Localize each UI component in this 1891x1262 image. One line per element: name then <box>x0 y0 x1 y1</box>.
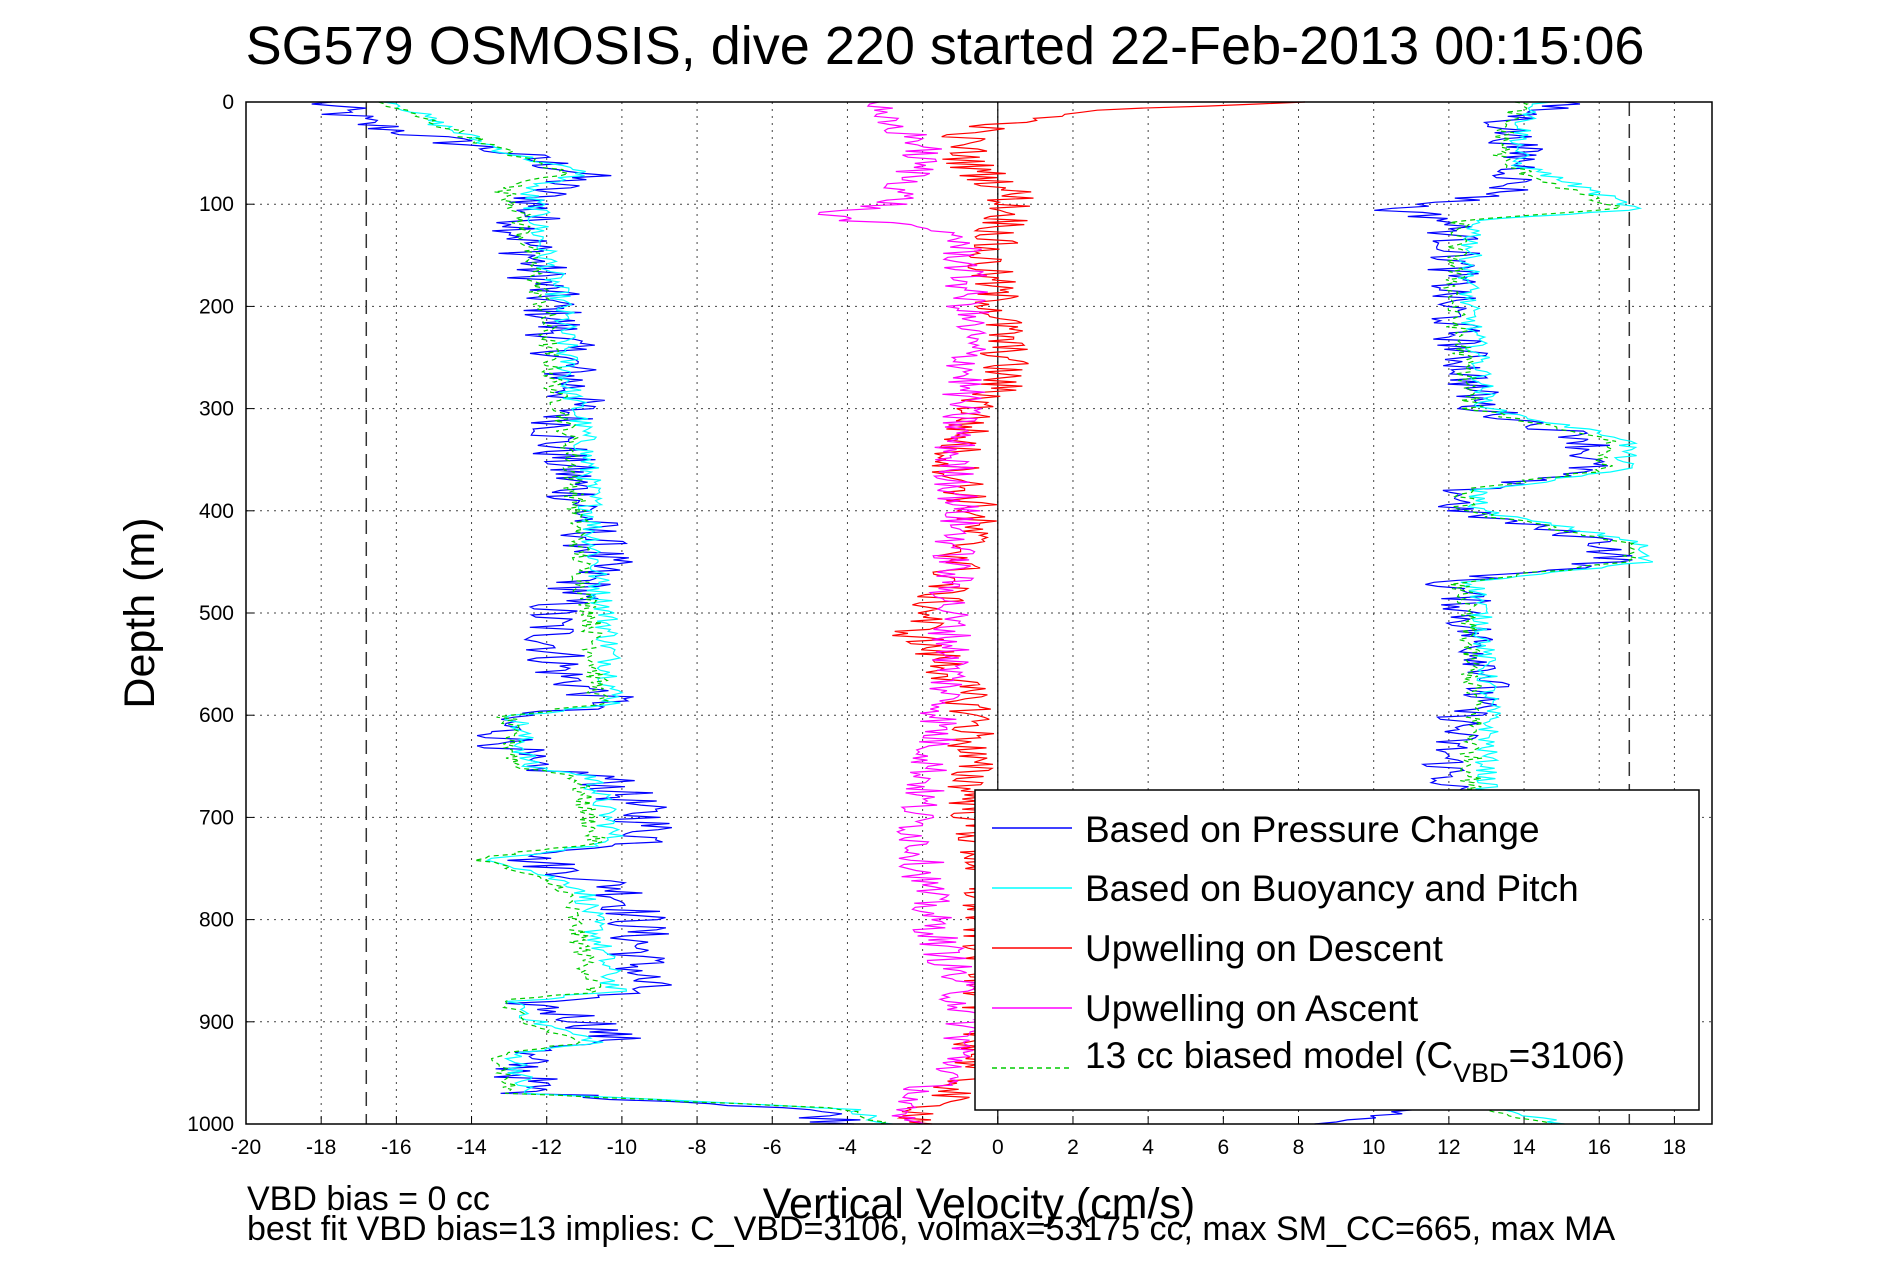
y-tick-label: 700 <box>199 806 234 829</box>
series-line <box>311 101 861 1125</box>
x-tick-label: -16 <box>381 1136 411 1159</box>
legend-label-biased-model-tail: =3106) <box>1509 1035 1625 1076</box>
legend-label-pressure: Based on Pressure Change <box>1085 809 1540 850</box>
y-tick-label: 100 <box>199 193 234 216</box>
legend-box <box>974 789 1700 1111</box>
y-tick-label: 600 <box>199 704 234 727</box>
x-tick-label: 10 <box>1362 1136 1385 1159</box>
y-tick-label: 800 <box>199 909 234 932</box>
legend-label-biased-model-sub: VBD <box>1453 1058 1509 1088</box>
x-tick-label: -6 <box>763 1136 782 1159</box>
x-tick-label: -12 <box>532 1136 562 1159</box>
y-tick-label: 500 <box>199 602 234 625</box>
x-tick-label: -8 <box>688 1136 707 1159</box>
x-tick-label: -18 <box>306 1136 336 1159</box>
chart-title: SG579 OSMOSIS, dive 220 started 22-Feb-2… <box>246 16 1645 76</box>
y-tick-label: 0 <box>222 91 234 114</box>
x-tick-label: 4 <box>1142 1136 1154 1159</box>
x-tick-label: 6 <box>1217 1136 1229 1159</box>
legend-label-upwelling-descent: Upwelling on Descent <box>1085 928 1444 969</box>
x-tick-label: -2 <box>913 1136 932 1159</box>
x-tick-label: 16 <box>1588 1136 1611 1159</box>
x-tick-label: 8 <box>1293 1136 1305 1159</box>
x-tick-label: 14 <box>1512 1136 1536 1159</box>
x-tick-label: 12 <box>1437 1136 1460 1159</box>
legend-label-upwelling-ascent: Upwelling on Ascent <box>1085 988 1419 1029</box>
legend-label-buoyancy: Based on Buoyancy and Pitch <box>1085 868 1579 909</box>
y-tick-labels: 0 100 200 300 400 500 600 700 800 900 1000 <box>187 91 234 1136</box>
x-tick-label: -10 <box>607 1136 637 1159</box>
footer-line-2: best fit VBD bias=13 implies: C_VBD=3106… <box>247 1210 1616 1248</box>
plot-area-frame <box>245 101 1713 1125</box>
series-line <box>383 101 893 1125</box>
x-tick-label: 0 <box>992 1136 1004 1159</box>
y-tick-label: 1000 <box>187 1113 234 1136</box>
y-tick-label: 400 <box>199 500 234 523</box>
legend: Based on Pressure Change Based on Buoyan… <box>974 789 1700 1111</box>
legend-label-biased-model-main: 13 cc biased model (C <box>1085 1035 1453 1076</box>
x-tick-label: -4 <box>838 1136 857 1159</box>
x-tick-label: 18 <box>1663 1136 1686 1159</box>
y-tick-label: 200 <box>199 295 234 318</box>
x-axis-label: Vertical Velocity (cm/s) <box>763 1180 1196 1228</box>
x-tick-labels: -20 -18 -16 -14 -12 -10 -8 -6 -4 -2 0 2 4 6 8 10 12 14 16 1… <box>231 1136 1686 1159</box>
y-tick-label: 300 <box>199 398 234 421</box>
x-tick-label: -20 <box>231 1136 261 1159</box>
x-tick-label: -14 <box>456 1136 487 1159</box>
x-tick-label: 2 <box>1067 1136 1079 1159</box>
legend-label-biased-model: 13 cc biased model (CVBD=3106) <box>1085 1035 1625 1088</box>
y-tick-label: 900 <box>199 1011 234 1034</box>
y-axis-label: Depth (m) <box>116 517 164 708</box>
footer-line-1: VBD bias = 0 cc <box>247 1180 490 1218</box>
series-line <box>817 101 990 1125</box>
